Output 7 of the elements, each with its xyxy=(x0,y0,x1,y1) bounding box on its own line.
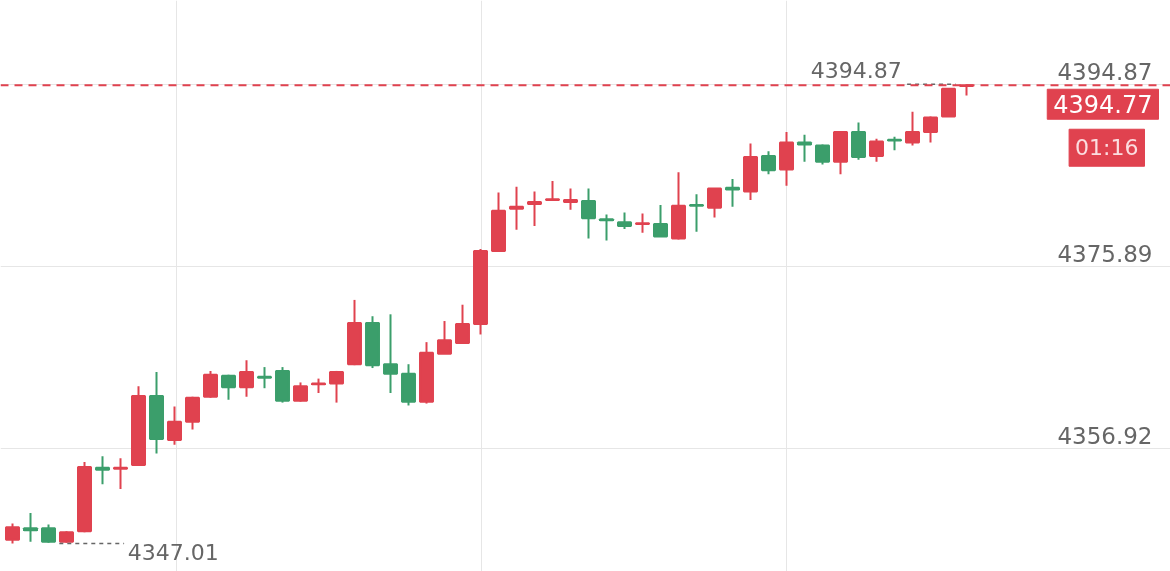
text: 01:16 xyxy=(1075,135,1139,161)
y-tick-label: 4375.89 xyxy=(1057,241,1153,268)
y-tick-label: 4394.87 xyxy=(1057,59,1153,86)
ref-line-label: 4394.77 xyxy=(1053,91,1153,120)
annotation: 4394.87 xyxy=(810,58,902,84)
y-tick-label: 4356.92 xyxy=(1057,423,1153,450)
annotation: 4347.01 xyxy=(127,539,219,565)
